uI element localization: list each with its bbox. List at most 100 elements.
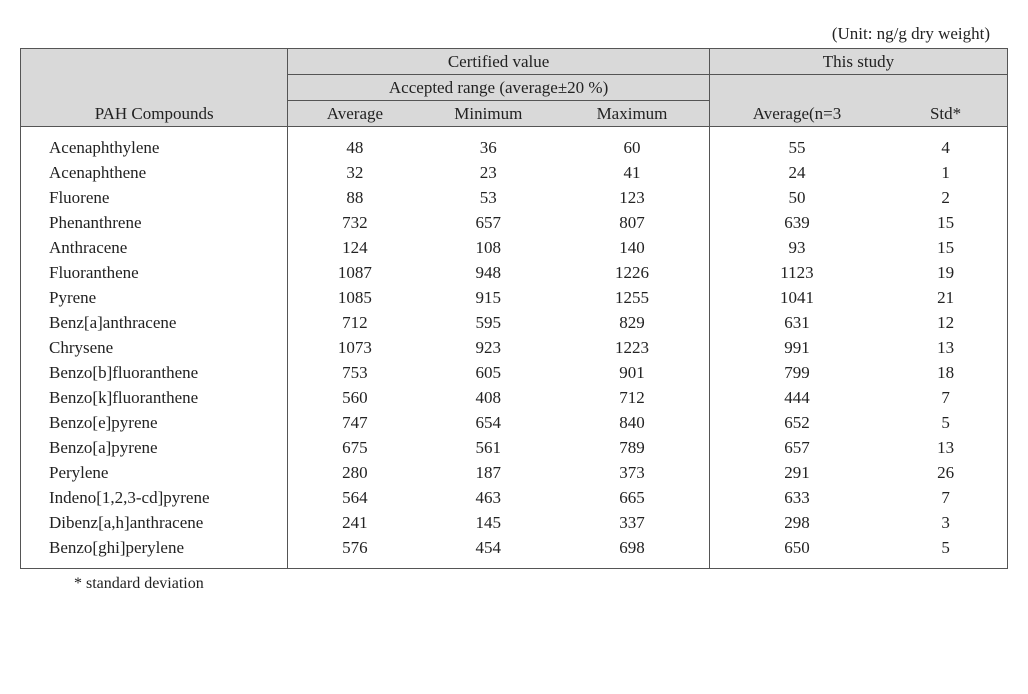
table-row: Acenaphthylene483660554: [21, 135, 1008, 160]
cert-average: 1073: [288, 335, 422, 360]
compound-name: Benzo[e]pyrene: [21, 410, 288, 435]
cert-average: 747: [288, 410, 422, 435]
pah-table: Certified value This study Accepted rang…: [20, 48, 1008, 569]
header-row-1: Certified value This study: [21, 49, 1008, 75]
compound-name: Phenanthrene: [21, 210, 288, 235]
cert-maximum: 1223: [555, 335, 709, 360]
study-std: 1: [884, 160, 1007, 185]
hdr-this-study: This study: [709, 49, 1007, 75]
cert-average: 88: [288, 185, 422, 210]
cert-minimum: 605: [421, 360, 555, 385]
study-std: 2: [884, 185, 1007, 210]
study-average: 991: [709, 335, 884, 360]
study-std: 5: [884, 410, 1007, 435]
cert-minimum: 23: [421, 160, 555, 185]
table-row: Chrysene1073923122399113: [21, 335, 1008, 360]
study-std: 26: [884, 460, 1007, 485]
study-average: 24: [709, 160, 884, 185]
cert-minimum: 561: [421, 435, 555, 460]
compound-name: Anthracene: [21, 235, 288, 260]
table-row: Dibenz[a,h]anthracene2411453372983: [21, 510, 1008, 535]
study-average: 631: [709, 310, 884, 335]
study-std: 12: [884, 310, 1007, 335]
cert-maximum: 1255: [555, 285, 709, 310]
table-row: Pyrene10859151255104121: [21, 285, 1008, 310]
spacer-row-top: [21, 127, 1008, 136]
cert-minimum: 654: [421, 410, 555, 435]
study-std: 21: [884, 285, 1007, 310]
compound-name: Fluoranthene: [21, 260, 288, 285]
table-row: Benzo[e]pyrene7476548406525: [21, 410, 1008, 435]
hdr-accepted-range: Accepted range (average±20 %): [288, 75, 710, 101]
cert-maximum: 665: [555, 485, 709, 510]
table-row: Benzo[ghi]perylene5764546986505: [21, 535, 1008, 560]
compound-name: Benzo[a]pyrene: [21, 435, 288, 460]
hdr-compounds: PAH Compounds: [21, 101, 288, 127]
study-std: 13: [884, 435, 1007, 460]
table-row: Anthracene1241081409315: [21, 235, 1008, 260]
cert-average: 48: [288, 135, 422, 160]
cert-maximum: 901: [555, 360, 709, 385]
cert-minimum: 657: [421, 210, 555, 235]
study-average: 50: [709, 185, 884, 210]
study-std: 19: [884, 260, 1007, 285]
cert-maximum: 789: [555, 435, 709, 460]
cert-minimum: 408: [421, 385, 555, 410]
compound-name: Perylene: [21, 460, 288, 485]
hdr-blank-2: [21, 75, 288, 101]
cert-maximum: 1226: [555, 260, 709, 285]
table-row: Acenaphthene322341241: [21, 160, 1008, 185]
header-row-3: PAH Compounds Average Minimum Maximum Av…: [21, 101, 1008, 127]
study-average: 652: [709, 410, 884, 435]
table-row: Indeno[1,2,3-cd]pyrene5644636656337: [21, 485, 1008, 510]
cert-maximum: 829: [555, 310, 709, 335]
cert-maximum: 807: [555, 210, 709, 235]
hdr-average: Average: [288, 101, 422, 127]
table-row: Fluoranthene10879481226112319: [21, 260, 1008, 285]
hdr-study-blank: [709, 75, 1007, 101]
cert-average: 1085: [288, 285, 422, 310]
study-std: 3: [884, 510, 1007, 535]
compound-name: Benzo[b]fluoranthene: [21, 360, 288, 385]
hdr-minimum: Minimum: [421, 101, 555, 127]
study-average: 657: [709, 435, 884, 460]
compound-name: Pyrene: [21, 285, 288, 310]
hdr-avg-n3: Average(n=3: [709, 101, 884, 127]
hdr-std: Std*: [884, 101, 1007, 127]
hdr-blank-1: [21, 49, 288, 75]
study-average: 298: [709, 510, 884, 535]
cert-maximum: 60: [555, 135, 709, 160]
study-average: 93: [709, 235, 884, 260]
cert-maximum: 373: [555, 460, 709, 485]
study-average: 1041: [709, 285, 884, 310]
study-average: 799: [709, 360, 884, 385]
cert-average: 241: [288, 510, 422, 535]
table-row: Benzo[a]pyrene67556178965713: [21, 435, 1008, 460]
compound-name: Benzo[ghi]perylene: [21, 535, 288, 560]
table-row: Fluorene8853123502: [21, 185, 1008, 210]
compound-name: Acenaphthene: [21, 160, 288, 185]
cert-average: 280: [288, 460, 422, 485]
study-average: 291: [709, 460, 884, 485]
cert-maximum: 698: [555, 535, 709, 560]
compound-name: Benzo[k]fluoranthene: [21, 385, 288, 410]
study-average: 639: [709, 210, 884, 235]
table-row: Benzo[k]fluoranthene5604087124447: [21, 385, 1008, 410]
cert-average: 712: [288, 310, 422, 335]
cert-average: 560: [288, 385, 422, 410]
study-std: 15: [884, 235, 1007, 260]
cert-maximum: 123: [555, 185, 709, 210]
cert-average: 576: [288, 535, 422, 560]
table-wrapper: (Unit: ng/g dry weight) Certified value …: [20, 20, 1008, 593]
table-row: Benz[a]anthracene71259582963112: [21, 310, 1008, 335]
cert-minimum: 108: [421, 235, 555, 260]
compound-name: Indeno[1,2,3-cd]pyrene: [21, 485, 288, 510]
study-std: 13: [884, 335, 1007, 360]
table-row: Benzo[b]fluoranthene75360590179918: [21, 360, 1008, 385]
cert-average: 732: [288, 210, 422, 235]
cert-minimum: 915: [421, 285, 555, 310]
header-row-2: Accepted range (average±20 %): [21, 75, 1008, 101]
compound-name: Acenaphthylene: [21, 135, 288, 160]
cert-average: 32: [288, 160, 422, 185]
compound-name: Chrysene: [21, 335, 288, 360]
